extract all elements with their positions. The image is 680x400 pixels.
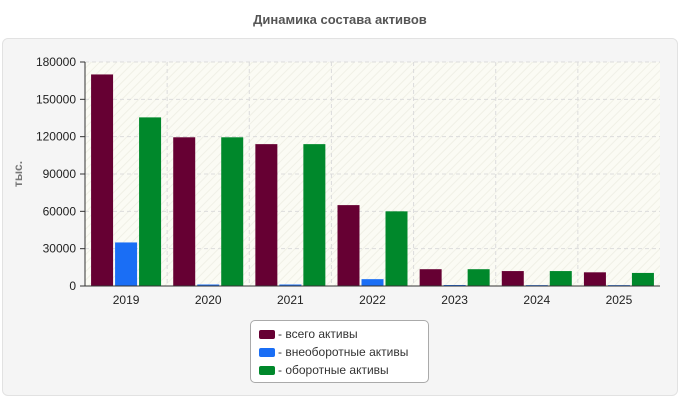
x-tick-label: 2024	[523, 293, 550, 307]
bar	[385, 211, 408, 286]
legend-item-total: - всего активы	[259, 325, 428, 343]
bar	[337, 205, 360, 286]
bar	[303, 144, 326, 286]
legend-swatch-noncurrent	[259, 347, 275, 357]
legend-item-current: - оборотные активы	[259, 361, 428, 379]
bar	[361, 279, 384, 286]
y-tick-label: 30000	[43, 242, 77, 256]
legend-swatch-current	[259, 365, 275, 375]
bar	[255, 144, 278, 286]
legend-label-total: - всего активы	[278, 327, 358, 341]
y-tick-label: 60000	[43, 204, 77, 218]
bar	[583, 272, 606, 286]
bar	[631, 272, 654, 286]
legend-swatch-total	[259, 329, 275, 339]
x-tick-label: 2023	[441, 293, 468, 307]
bar	[549, 271, 572, 286]
chart-title: Динамика состава активов	[253, 12, 427, 27]
bar	[221, 137, 244, 286]
y-tick-label: 0	[69, 279, 76, 293]
y-tick-label: 90000	[43, 167, 77, 181]
x-tick-label: 2021	[277, 293, 304, 307]
bar	[91, 74, 114, 286]
bar	[197, 284, 220, 286]
y-tick-label: 150000	[36, 92, 76, 106]
x-tick-label: 2025	[606, 293, 633, 307]
bar	[501, 271, 524, 286]
x-tick-label: 2020	[195, 293, 222, 307]
bar	[115, 242, 138, 286]
bar	[279, 284, 302, 286]
bar	[467, 269, 490, 286]
x-tick-label: 2022	[359, 293, 386, 307]
legend-label-current: - оборотные активы	[278, 363, 389, 377]
legend-label-noncurrent: - внеоборотные активы	[278, 345, 409, 359]
y-axis-label: тыс.	[11, 161, 25, 187]
legend-item-noncurrent: - внеоборотные активы	[259, 343, 428, 361]
bar	[139, 117, 162, 286]
legend: - всего активы - внеоборотные активы - о…	[250, 320, 429, 383]
y-tick-label: 120000	[36, 130, 76, 144]
bar	[419, 269, 442, 286]
x-tick-label: 2019	[113, 293, 140, 307]
y-tick-label: 180000	[36, 55, 76, 69]
bar	[173, 137, 196, 286]
